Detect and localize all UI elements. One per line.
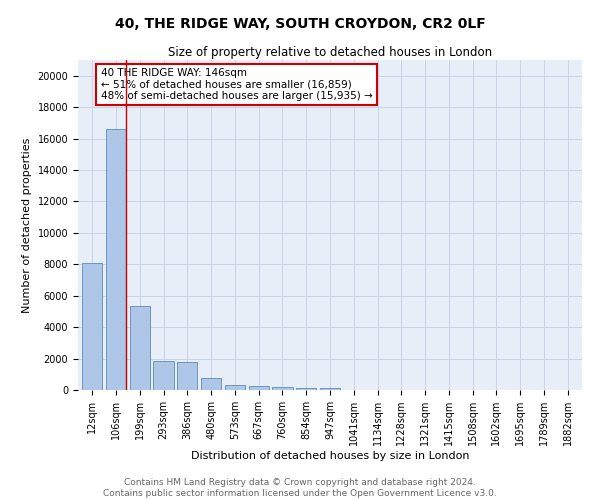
Y-axis label: Number of detached properties: Number of detached properties	[22, 138, 32, 312]
Text: 40 THE RIDGE WAY: 146sqm
← 51% of detached houses are smaller (16,859)
48% of se: 40 THE RIDGE WAY: 146sqm ← 51% of detach…	[101, 68, 373, 101]
Title: Size of property relative to detached houses in London: Size of property relative to detached ho…	[168, 46, 492, 59]
Text: Contains HM Land Registry data © Crown copyright and database right 2024.
Contai: Contains HM Land Registry data © Crown c…	[103, 478, 497, 498]
Bar	[106, 129, 126, 390]
Bar	[82, 262, 103, 390]
Text: 40, THE RIDGE WAY, SOUTH CROYDON, CR2 0LF: 40, THE RIDGE WAY, SOUTH CROYDON, CR2 0L…	[115, 18, 485, 32]
Bar	[130, 306, 150, 390]
Bar	[296, 388, 316, 390]
Bar	[225, 384, 245, 390]
Bar	[177, 362, 197, 390]
X-axis label: Distribution of detached houses by size in London: Distribution of detached houses by size …	[191, 451, 469, 461]
Bar	[248, 386, 269, 390]
Bar	[272, 387, 293, 390]
Bar	[201, 378, 221, 390]
Bar	[154, 361, 173, 390]
Bar	[320, 388, 340, 390]
